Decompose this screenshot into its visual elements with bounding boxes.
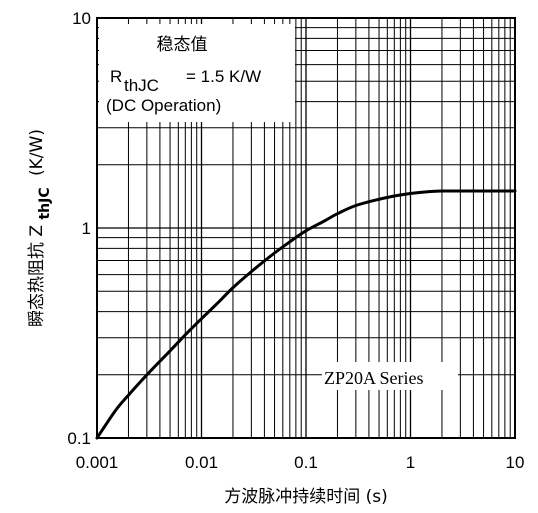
svg-text:瞬态热阻抗 Z thJ: 瞬态热阻抗 Z thJC (K/W): [27, 129, 54, 327]
x-tick-label: 0.01: [185, 453, 218, 472]
x-tick-label: 0.001: [76, 453, 119, 472]
x-axis-title: 方波脉冲持续时间 (s): [224, 487, 388, 507]
y-tick-label: 10: [72, 9, 91, 28]
y-tick-label: 0.1: [67, 429, 91, 448]
x-tick-label: 1: [406, 453, 415, 472]
rth-subscript: thJC: [124, 76, 159, 95]
series-label-zp20a: ZP20A Series: [324, 368, 424, 388]
steady-state-title: 稳态值: [157, 35, 208, 55]
rth-condition: (DC Operation): [106, 96, 221, 115]
series-label-backing: [322, 362, 458, 390]
plot-frame: [96, 17, 516, 439]
rth-symbol: R: [110, 67, 122, 86]
steady-state-note-box: [99, 24, 295, 122]
x-tick-labels: 0.001 0.01 0.1 1 10: [76, 453, 525, 472]
y-tick-label: 1: [82, 219, 91, 238]
y-axis-title-symbol: Z: [27, 225, 47, 237]
y-axis-title-subscript: thJC: [37, 187, 53, 219]
steady-state-note: 稳态值 R thJC = 1.5 K/W (DC Operation): [99, 24, 295, 122]
y-axis-title: 瞬态热阻抗 Z thJC (K/W): [27, 129, 54, 327]
x-tick-label: 0.1: [294, 453, 318, 472]
x-tick-label: 10: [506, 453, 525, 472]
plot-border: [96, 17, 516, 439]
rth-value: = 1.5 K/W: [186, 67, 261, 86]
y-axis-title-prefix: 瞬态热阻抗: [27, 242, 47, 327]
y-axis-title-unit: (K/W): [27, 129, 47, 176]
y-tick-labels: 0.1 1 10: [67, 9, 91, 448]
series-line-zp20a: [95, 189, 517, 440]
